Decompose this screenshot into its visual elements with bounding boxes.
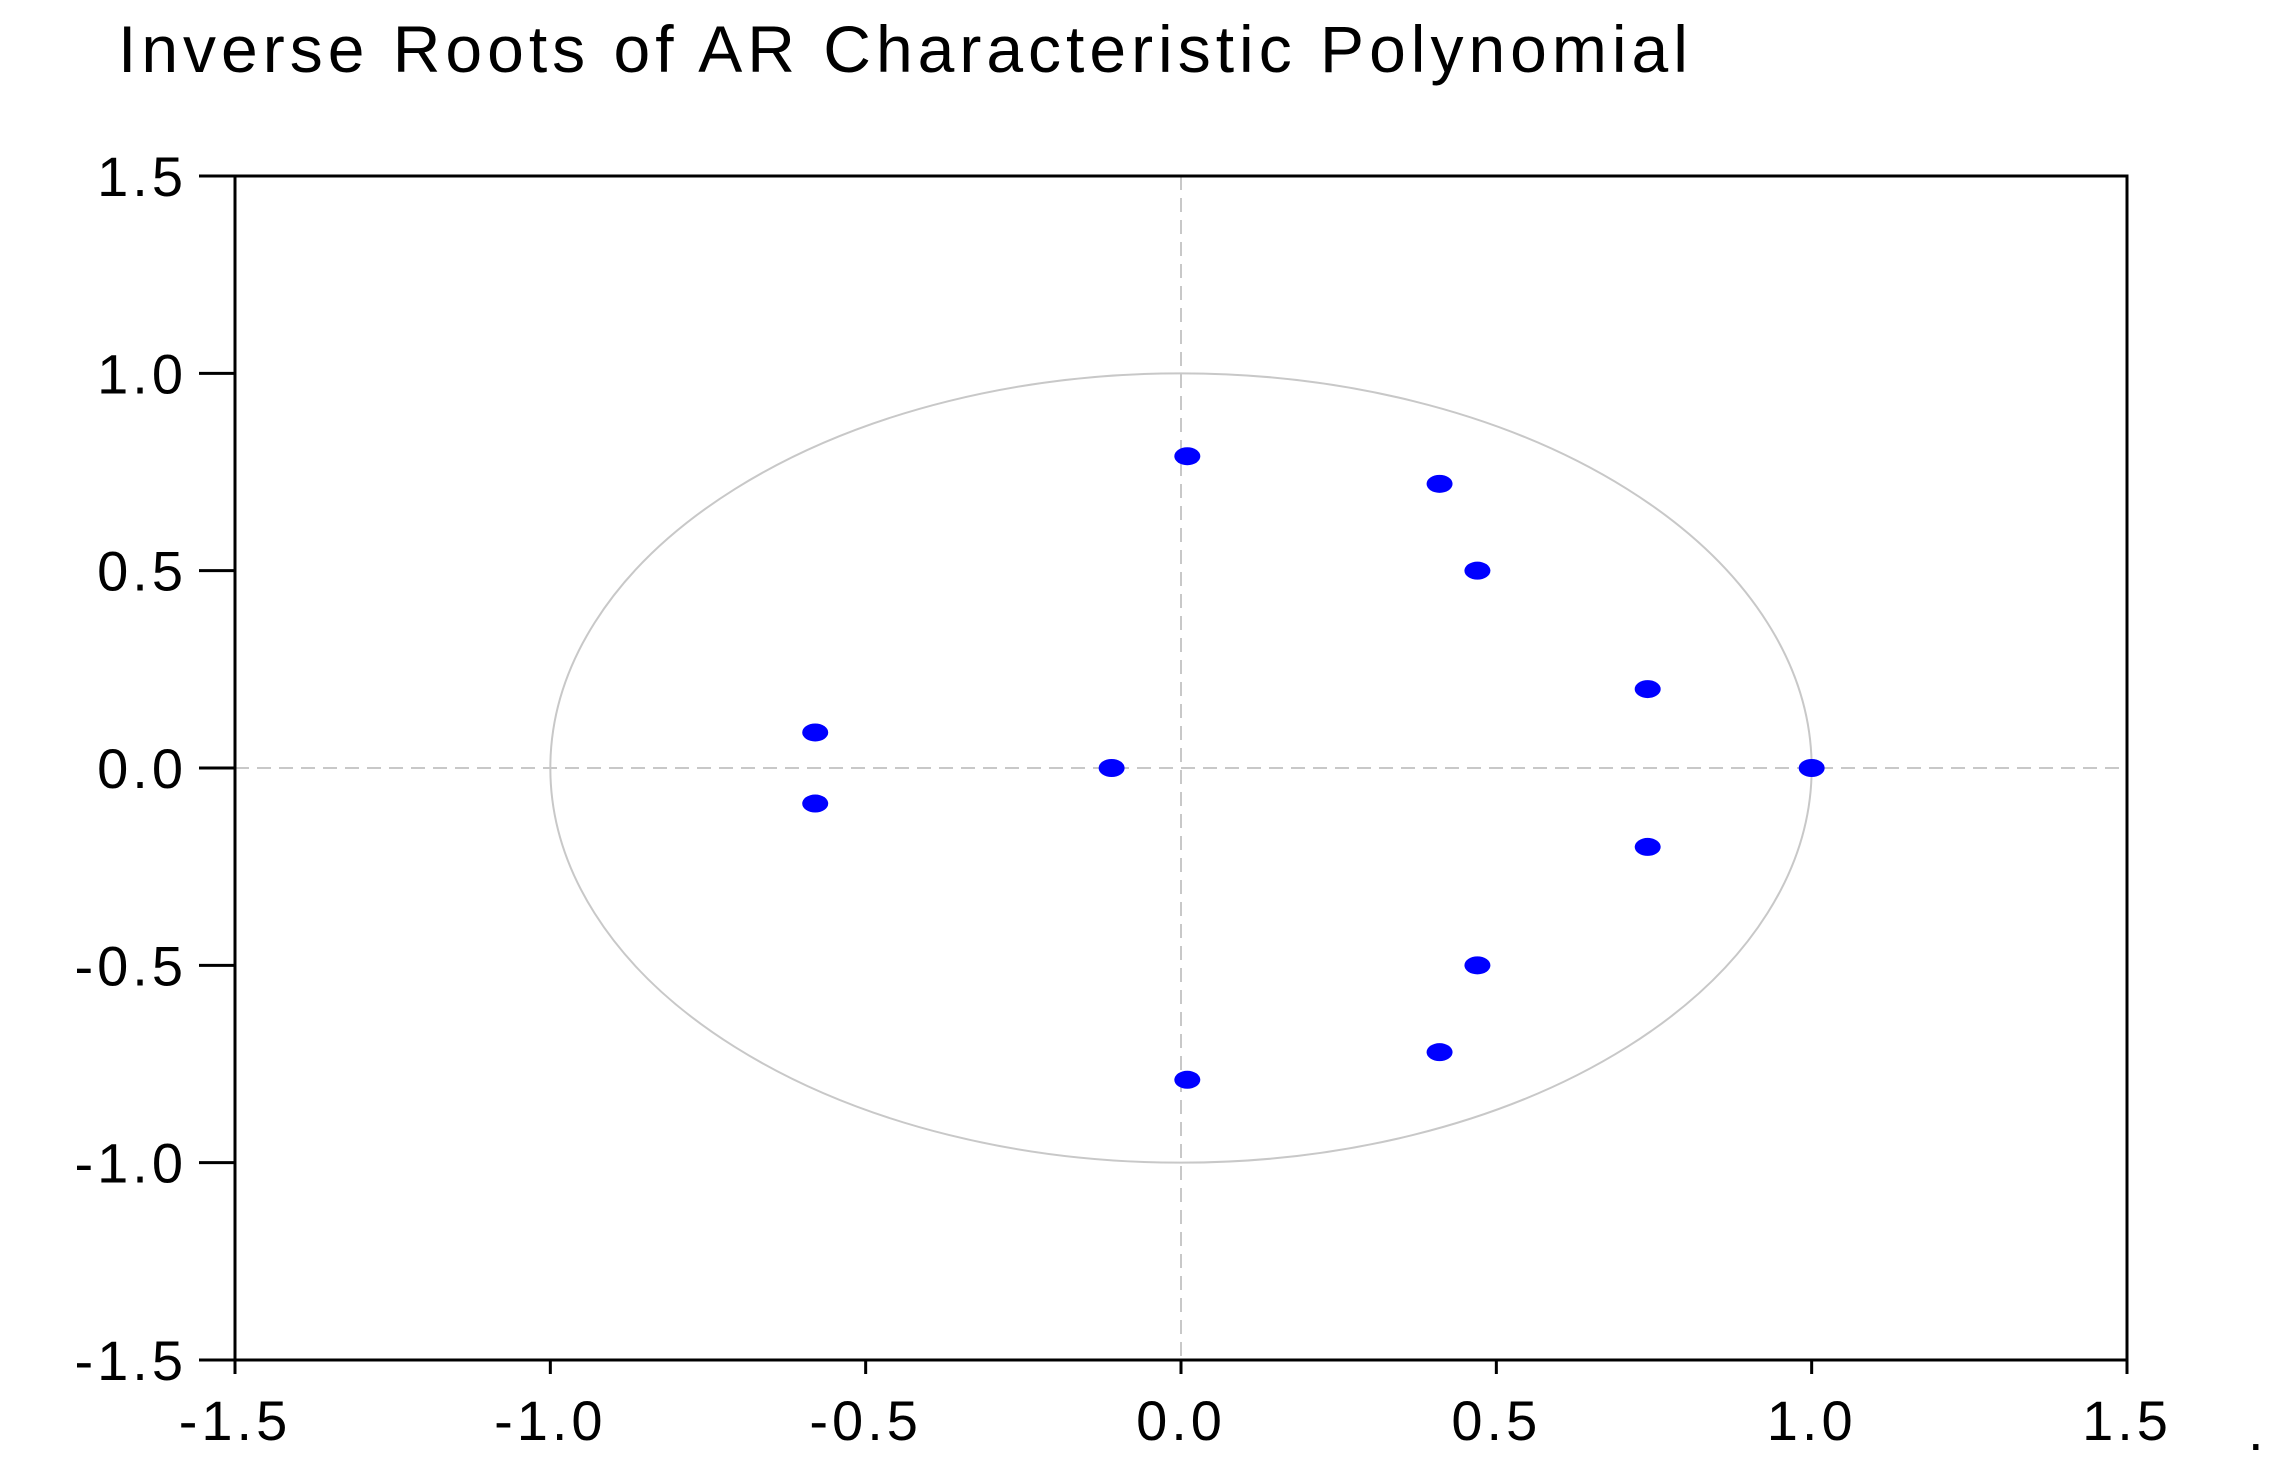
root-point — [1464, 561, 1491, 580]
root-point — [1798, 759, 1825, 777]
root-point — [1426, 1043, 1453, 1062]
x-tick-label: -0.5 — [809, 1389, 922, 1452]
root-points — [802, 447, 1825, 1089]
y-tick-label: 1.0 — [97, 342, 187, 405]
x-tick-label: 1.5 — [2082, 1389, 2172, 1452]
chart-title: Inverse Roots of AR Characteristic Polyn… — [118, 12, 1693, 86]
root-point — [802, 794, 829, 813]
root-point — [1098, 759, 1125, 777]
x-tick-label: 0.5 — [1451, 1389, 1541, 1452]
root-point — [1634, 680, 1661, 699]
footnote-mark: . — [2248, 1399, 2264, 1462]
y-tick-label: 0.0 — [97, 737, 187, 800]
root-point — [1634, 837, 1661, 856]
root-point — [1464, 956, 1491, 975]
root-point — [1174, 1070, 1201, 1089]
reference-layer — [235, 176, 2127, 1360]
y-tick-label: -1.0 — [75, 1132, 188, 1195]
x-tick-label: -1.5 — [179, 1389, 292, 1452]
y-tick-label: 1.5 — [97, 145, 187, 208]
y-tick-label: -0.5 — [75, 934, 188, 997]
x-tick-label: 0.0 — [1136, 1389, 1226, 1452]
x-tick-label: -1.0 — [494, 1389, 607, 1452]
root-point — [1174, 447, 1201, 466]
x-tick-label: 1.0 — [1767, 1389, 1857, 1452]
y-tick-label: -1.5 — [75, 1329, 188, 1392]
y-tick-label: 0.5 — [97, 540, 187, 603]
root-point — [1426, 474, 1453, 493]
axis-ticks: -1.5 -1.0 -0.5 0.0 0.5 1.0 1.5 -1.5 -1.0 -0.5 0.0 0… — [75, 145, 2172, 1452]
root-point — [802, 723, 829, 742]
